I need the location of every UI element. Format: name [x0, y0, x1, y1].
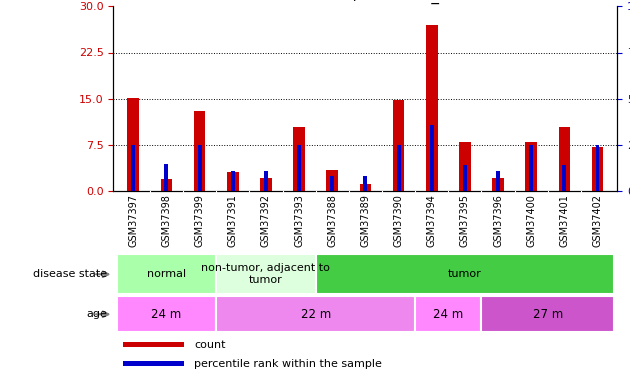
Title: GDS2006 / 1427792_at: GDS2006 / 1427792_at	[277, 0, 454, 3]
Bar	[294, 126, 305, 191]
Text: GSM37391: GSM37391	[228, 194, 238, 247]
Bar	[481, 296, 614, 333]
Bar	[227, 171, 239, 191]
Bar	[326, 170, 338, 191]
Bar	[123, 342, 184, 347]
Text: GSM37399: GSM37399	[195, 194, 205, 247]
Bar	[525, 142, 537, 191]
Bar	[194, 111, 205, 191]
Bar	[316, 254, 614, 294]
Text: GSM37397: GSM37397	[129, 194, 139, 248]
Bar	[216, 254, 316, 294]
Text: GSM37400: GSM37400	[526, 194, 536, 247]
Bar	[360, 184, 371, 191]
Bar	[131, 145, 135, 191]
Bar	[563, 165, 566, 191]
Bar	[496, 171, 500, 191]
Bar	[198, 145, 202, 191]
Bar	[127, 98, 139, 191]
Text: 24 m: 24 m	[433, 308, 464, 321]
Text: percentile rank within the sample: percentile rank within the sample	[194, 358, 382, 369]
Bar	[123, 362, 184, 366]
Bar	[216, 296, 415, 333]
Bar	[430, 124, 433, 191]
Bar	[161, 179, 172, 191]
Text: 22 m: 22 m	[301, 308, 331, 321]
Bar	[330, 177, 335, 191]
Bar	[415, 296, 481, 333]
Bar	[426, 25, 437, 191]
Text: age: age	[86, 309, 107, 319]
Text: GSM37394: GSM37394	[427, 194, 437, 247]
Bar	[164, 164, 168, 191]
Bar	[595, 145, 600, 191]
Text: disease state: disease state	[33, 269, 107, 279]
Bar	[463, 165, 467, 191]
Bar	[297, 145, 301, 191]
Text: GSM37392: GSM37392	[261, 194, 271, 248]
Bar	[231, 171, 235, 191]
Bar	[592, 147, 604, 191]
Bar	[396, 145, 401, 191]
Text: 27 m: 27 m	[532, 308, 563, 321]
Bar	[492, 178, 504, 191]
Text: GSM37395: GSM37395	[460, 194, 470, 248]
Text: normal: normal	[147, 269, 186, 279]
Bar	[459, 142, 471, 191]
Bar	[392, 100, 404, 191]
Bar	[364, 177, 367, 191]
Text: GSM37390: GSM37390	[394, 194, 404, 247]
Bar	[260, 178, 272, 191]
Text: GSM37389: GSM37389	[360, 194, 370, 247]
Bar	[117, 254, 216, 294]
Text: GSM37401: GSM37401	[559, 194, 570, 247]
Bar	[559, 126, 570, 191]
Text: GSM37388: GSM37388	[327, 194, 337, 247]
Bar	[264, 171, 268, 191]
Bar	[117, 296, 216, 333]
Text: non-tumor, adjacent to
tumor: non-tumor, adjacent to tumor	[202, 264, 330, 285]
Text: GSM37393: GSM37393	[294, 194, 304, 247]
Text: GSM37396: GSM37396	[493, 194, 503, 247]
Text: GSM37402: GSM37402	[592, 194, 602, 248]
Text: GSM37398: GSM37398	[161, 194, 171, 247]
Text: count: count	[194, 340, 226, 350]
Bar	[529, 145, 533, 191]
Text: tumor: tumor	[448, 269, 482, 279]
Text: 24 m: 24 m	[151, 308, 181, 321]
